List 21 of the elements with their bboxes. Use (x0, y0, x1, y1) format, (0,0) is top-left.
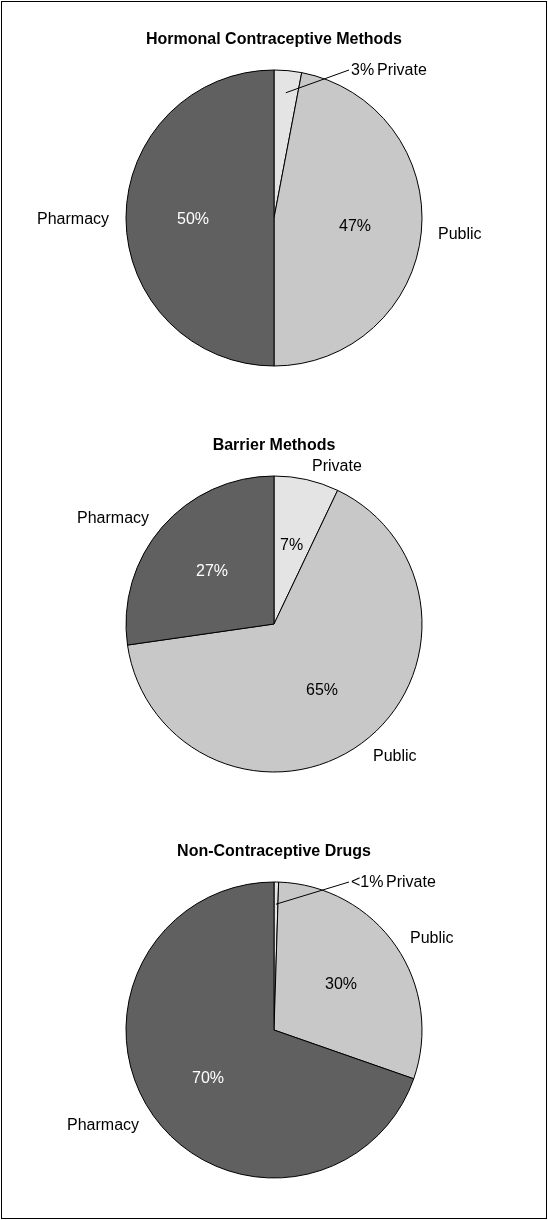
slice-label: Pharmacy (67, 1116, 140, 1133)
slice-label: Private (386, 873, 436, 890)
slice-label: Public (438, 225, 482, 242)
chart-title: Hormonal Contraceptive Methods (145, 29, 403, 47)
chart-title: Barrier Methods (212, 435, 336, 453)
data-label: 27% (196, 562, 229, 579)
data-label: 7% (280, 536, 304, 553)
data-label: 50% (177, 210, 210, 227)
slice-label: Public (373, 747, 417, 764)
chart-title: Non-Contraceptive Drugs (177, 841, 371, 859)
data-label: 30% (325, 975, 358, 992)
data-label: 47% (339, 217, 372, 234)
slice-label: Private (312, 457, 362, 474)
slice-label: Pharmacy (37, 210, 110, 227)
slice-label: Pharmacy (77, 509, 150, 526)
data-label: 70% (192, 1069, 225, 1086)
data-label: <1% (351, 873, 384, 890)
data-label: 3% (351, 61, 375, 78)
slice-label: Public (410, 929, 454, 946)
slice-label: Private (377, 61, 427, 78)
data-label: 65% (306, 681, 339, 698)
